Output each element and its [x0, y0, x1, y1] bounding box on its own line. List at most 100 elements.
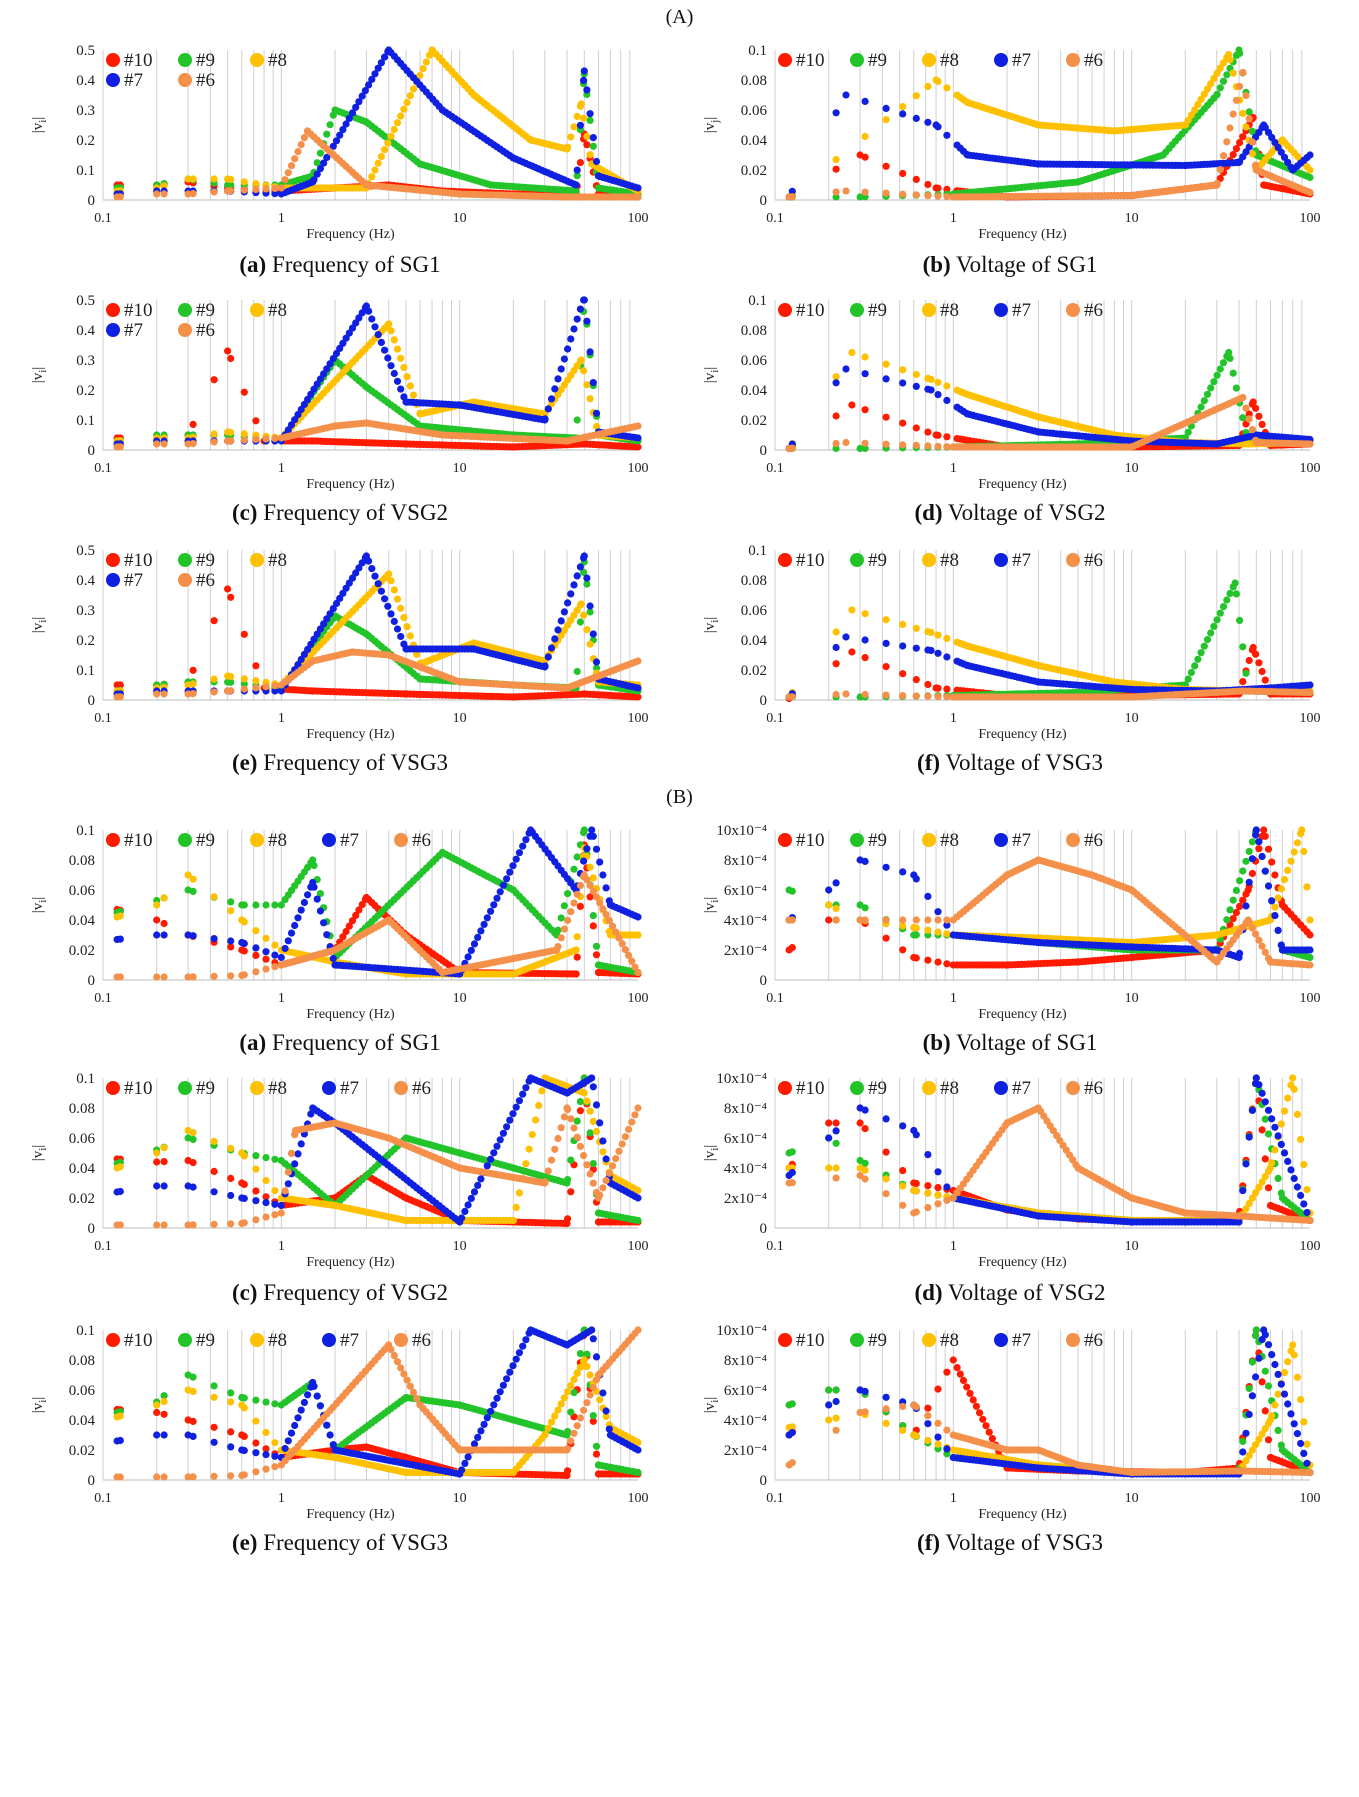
data-point: [227, 175, 235, 184]
data-point: [381, 595, 389, 603]
legend-item-n8: #8: [922, 300, 959, 321]
data-point: [227, 428, 235, 436]
legend-label: #10: [124, 300, 153, 321]
data-point: [227, 937, 235, 945]
data-point: [1249, 398, 1257, 406]
series-n6: [785, 68, 1314, 201]
data-point: [592, 893, 601, 901]
y-tick-label: 0.1: [748, 43, 767, 59]
data-point: [189, 440, 197, 448]
section-label-a: (A): [665, 6, 694, 28]
data-point: [387, 327, 395, 335]
section-label-b: (B): [666, 786, 693, 808]
data-point: [252, 944, 260, 952]
y-tick-label: 0.2: [76, 633, 95, 649]
data-point: [882, 639, 890, 647]
data-point: [271, 687, 279, 695]
legend-label: #6: [412, 830, 431, 851]
data-point: [1248, 138, 1256, 146]
data-point: [1197, 649, 1205, 657]
data-point: [300, 898, 308, 907]
data-point: [384, 139, 392, 147]
data-point: [631, 963, 639, 971]
data-point: [297, 906, 305, 914]
x-axis-label: Frequency (Hz): [306, 1007, 395, 1022]
data-point: [515, 849, 523, 857]
data-point: [332, 137, 341, 145]
data-point: [560, 608, 569, 616]
data-point: [1229, 110, 1237, 118]
data-point: [1219, 59, 1228, 67]
x-tick-label: 10: [1125, 711, 1139, 726]
data-point: [406, 632, 414, 640]
data-point: [316, 149, 324, 157]
data-point: [377, 338, 385, 346]
data-point: [554, 375, 562, 383]
data-point: [252, 901, 260, 909]
data-point: [262, 901, 270, 909]
data-point: [310, 176, 318, 184]
data-point: [573, 953, 581, 961]
data-point: [899, 366, 907, 374]
legend-label: #7: [340, 830, 359, 851]
legend-label: #6: [196, 570, 215, 591]
data-point: [589, 922, 597, 930]
series-n6: [785, 393, 1314, 453]
data-point: [927, 375, 935, 384]
data-point: [1200, 90, 1208, 98]
series-n6: [113, 871, 642, 981]
x-tick-label: 10: [453, 211, 467, 226]
data-point: [1210, 622, 1218, 630]
data-point: [899, 692, 907, 700]
data-point: [1229, 69, 1237, 77]
data-point: [271, 941, 279, 949]
data-point: [570, 899, 578, 907]
caption-letter: (d): [914, 500, 943, 525]
y-tick-label: 0.3: [76, 353, 95, 369]
data-point: [557, 934, 565, 942]
data-point: [634, 684, 642, 692]
data-point: [368, 565, 376, 573]
data-point: [271, 190, 279, 198]
data-point: [227, 898, 235, 906]
data-point: [943, 84, 951, 92]
data-point: [262, 955, 270, 963]
legend-label: #8: [940, 50, 959, 71]
data-point: [912, 370, 920, 379]
data-point: [586, 110, 594, 118]
data-point: [551, 385, 559, 393]
data-point: [310, 861, 318, 870]
data-point: [316, 907, 324, 915]
data-point: [487, 907, 495, 915]
data-point: [252, 185, 260, 193]
legend-item-n9: #9: [178, 550, 215, 571]
legend-marker: [850, 53, 864, 67]
legend-label: #7: [124, 70, 143, 91]
data-point: [573, 112, 581, 121]
legend-marker: [250, 303, 264, 317]
data-point: [557, 914, 565, 922]
data-point: [240, 388, 248, 396]
data-point: [377, 152, 385, 161]
legend-item-n6: #6: [394, 830, 431, 851]
legend-marker: [994, 303, 1008, 317]
x-tick-label: 1: [950, 461, 957, 476]
caption-A-e: (e) Frequency of VSG3: [30, 750, 650, 776]
data-point: [564, 345, 572, 353]
data-point: [385, 570, 393, 578]
data-point: [615, 934, 623, 942]
data-point: [189, 690, 197, 698]
data-point: [503, 875, 511, 883]
data-point: [592, 409, 601, 417]
caption-text: Frequency of VSG2: [257, 500, 449, 525]
x-tick-label: 0.1: [766, 211, 784, 226]
data-point: [189, 932, 197, 940]
data-point: [564, 890, 572, 898]
data-point: [210, 972, 218, 980]
data-point: [634, 968, 642, 977]
data-point: [899, 419, 907, 427]
data-point: [409, 391, 418, 399]
data-point: [1306, 151, 1314, 159]
data-point: [1255, 659, 1263, 667]
